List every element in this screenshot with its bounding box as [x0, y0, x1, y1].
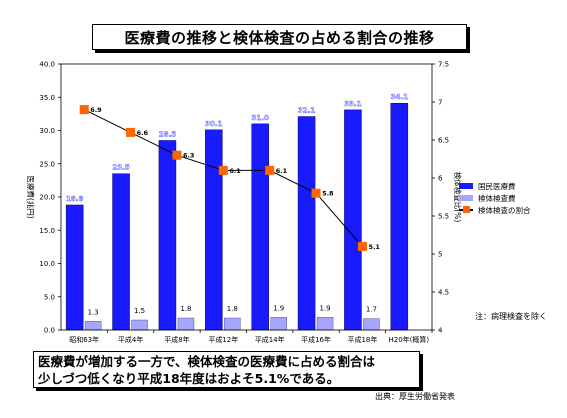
bar-test — [363, 318, 380, 331]
bar-test-label: 1.5 — [134, 307, 145, 315]
y2-tick-label: 4.5 — [438, 289, 449, 297]
bar-national-label: 23.5 — [112, 164, 129, 172]
ratio-point — [79, 105, 89, 115]
legend-swatch-test — [459, 195, 473, 201]
summary-line-1: 医療費が増加する一方で、検体検査の医療費に占める割合は — [38, 354, 376, 369]
bar-test-label: 1.9 — [273, 304, 284, 312]
bar-national — [65, 204, 84, 331]
summary-box: 医療費が増加する一方で、検体検査の医療費に占める割合は 少しづつ低くなり平成18… — [33, 351, 420, 388]
legend-swatch-national — [459, 183, 473, 189]
bar-national-label: 32.1 — [298, 107, 315, 115]
y-tick-label: 40.0 — [39, 61, 55, 69]
legend-item-ratio: 検体検査の割合 — [459, 204, 531, 216]
y-tick-label: 15.0 — [39, 227, 55, 235]
y-axis-label: 医療費(兆円) — [26, 175, 36, 218]
bar-national-label: 18.8 — [66, 195, 83, 203]
bar-test — [224, 317, 241, 331]
ratio-point — [172, 150, 182, 160]
y2-tick-label: 6 — [438, 175, 443, 183]
ratio-point-label: 5.8 — [322, 190, 334, 198]
x-tick-label: 平成8年 — [164, 335, 189, 344]
bar-test-label: 1.3 — [88, 308, 99, 316]
bar-test-label: 1.7 — [366, 306, 377, 314]
ratio-point-label: 6.3 — [183, 152, 195, 160]
legend-item-test: 検体検査費 — [459, 192, 531, 204]
y-tick-label: 20.0 — [39, 194, 55, 202]
footnote: 注：病理検査を除く — [475, 312, 547, 321]
y-tick-label: 30.0 — [39, 127, 55, 135]
x-tick-label: 平成16年 — [301, 335, 331, 344]
chart-title: 医療費の推移と検体検査の占める割合の推移 — [92, 24, 467, 50]
y2-axis-label: 検体検査比(%) — [453, 172, 463, 223]
bar-national — [390, 102, 409, 331]
y2-tick-label: 4 — [438, 327, 443, 335]
legend-item-national: 国民医療費 — [459, 180, 531, 192]
bar-national-label: 28.5 — [159, 130, 176, 138]
x-tick-label: 平成14年 — [255, 335, 285, 344]
bar-national-label: 30.1 — [205, 120, 222, 128]
ratio-point — [357, 241, 367, 251]
ratio-point-label: 6.9 — [90, 106, 102, 114]
legend-label-ratio: 検体検査の割合 — [478, 205, 531, 215]
y2-tick-label: 5.5 — [438, 213, 449, 221]
bar-test — [84, 321, 102, 331]
ratio-point-label: 6.1 — [229, 167, 241, 175]
ratio-point — [218, 165, 228, 175]
y2-tick-label: 7.5 — [438, 61, 449, 69]
bar-national-label: 34.1 — [391, 93, 408, 101]
y-tick-label: 10.0 — [39, 260, 55, 268]
ratio-point — [126, 127, 136, 137]
bar-national — [344, 109, 362, 331]
bar-test-label: 1.8 — [180, 305, 191, 313]
bar-test — [316, 317, 334, 331]
bar-national-label: 31.0 — [252, 114, 269, 122]
legend-label-test: 検体検査費 — [478, 193, 516, 203]
bar-national-label: 33.1 — [344, 100, 361, 108]
y-tick-label: 5.0 — [44, 293, 55, 301]
bar-national — [158, 140, 177, 331]
x-tick-label: 平成12年 — [208, 335, 238, 344]
ratio-point-label: 5.1 — [368, 243, 380, 251]
bar-test — [177, 317, 195, 331]
bar-national — [205, 129, 223, 331]
legend-label-national: 国民医療費 — [478, 181, 516, 191]
x-tick-label: H20年(概算) — [388, 335, 429, 344]
x-tick-label: 平成18年 — [347, 335, 377, 344]
y2-tick-label: 6.5 — [438, 137, 449, 145]
x-tick-label: 昭和63年 — [69, 335, 99, 344]
ratio-point — [311, 188, 321, 198]
source-note: 出典：厚生労働省発表 — [375, 392, 455, 401]
summary-line-2: 少しづつ低くなり平成18年度はおよそ5.1%である。 — [38, 371, 340, 386]
bar-national — [251, 123, 269, 331]
bar-test — [131, 319, 148, 331]
y-tick-label: 35.0 — [39, 94, 55, 102]
bar-test — [270, 317, 287, 331]
x-tick-label: 平成4年 — [118, 335, 143, 344]
legend-swatch-ratio — [459, 206, 473, 213]
y-tick-label: 0.0 — [44, 327, 55, 335]
y-tick-label: 25.0 — [39, 160, 55, 168]
legend: 国民医療費 検体検査費 検体検査の割合 — [459, 180, 531, 216]
bar-test-label: 1.8 — [227, 305, 238, 313]
y2-tick-label: 7 — [438, 99, 442, 107]
y2-tick-label: 5 — [438, 251, 442, 259]
bar-national — [112, 173, 130, 331]
ratio-point-label: 6.6 — [137, 129, 149, 137]
bar-test-label: 1.9 — [319, 304, 330, 312]
ratio-point — [265, 165, 275, 175]
ratio-point-label: 6.1 — [276, 167, 288, 175]
bar-national — [297, 116, 316, 331]
